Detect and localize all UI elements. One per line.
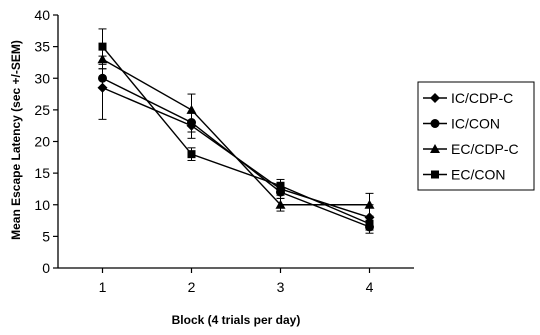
- axes: 0 5 10 15 20 25 30 35 40 1 2 3 4: [34, 7, 414, 295]
- data-point: [364, 199, 375, 209]
- series-line: [102, 87, 370, 219]
- data-point: [98, 73, 107, 83]
- y-tick-label: 5: [42, 228, 50, 244]
- x-tick-label: 2: [188, 279, 196, 295]
- legend: IC/CDP-C IC/CON EC/CDP-C EC/CON: [417, 81, 535, 191]
- y-tick-label: 0: [42, 260, 50, 276]
- data-point: [275, 199, 286, 209]
- legend-label: IC/CON: [451, 116, 500, 132]
- y-tick-label: 35: [34, 39, 50, 55]
- series-group: [97, 55, 375, 231]
- data-point: [187, 150, 196, 159]
- y-tick-label: 20: [34, 134, 50, 150]
- x-tick-label: 1: [99, 279, 107, 295]
- x-tick-label: 3: [277, 279, 285, 295]
- x-axis-title: Block (4 trials per day): [172, 313, 301, 327]
- legend-label: EC/CDP-C: [451, 141, 519, 157]
- legend-marker: [430, 93, 440, 103]
- data-point: [276, 181, 285, 190]
- series-line: [101, 46, 370, 225]
- data-point: [365, 219, 374, 228]
- y-tick-label: 25: [34, 102, 50, 118]
- x-tick-label: 4: [366, 279, 374, 295]
- legend-marker: [430, 144, 440, 153]
- legend-marker: [430, 119, 440, 128]
- series-group: [98, 28, 374, 231]
- legend-label: EC/CON: [451, 167, 505, 183]
- series-line: [102, 58, 370, 206]
- legend-label: IC/CDP-C: [451, 90, 513, 106]
- data-point: [98, 42, 107, 51]
- y-tick-label: 40: [34, 7, 50, 23]
- y-tick-label: 10: [34, 197, 50, 213]
- legend-marker: [431, 170, 439, 179]
- y-tick-label: 30: [34, 70, 50, 86]
- series-group: [97, 49, 375, 217]
- y-tick-label: 15: [34, 165, 50, 181]
- y-axis-title: Mean Escape Latency (sec +/-SEM): [9, 40, 23, 240]
- data-point: [186, 104, 197, 114]
- series-layer: [97, 28, 375, 234]
